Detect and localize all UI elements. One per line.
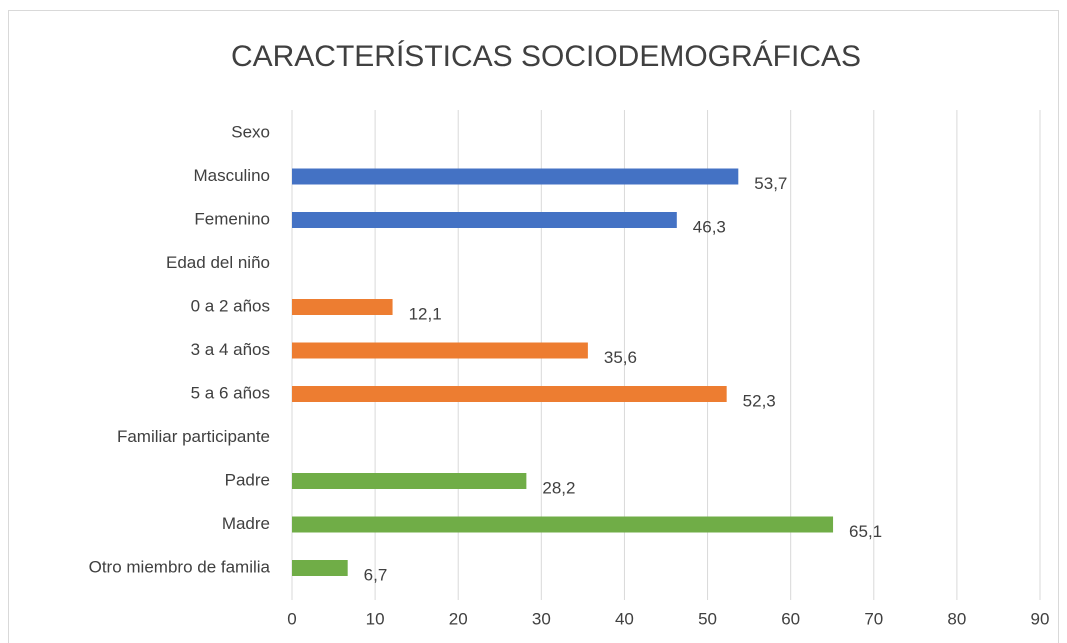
y-tick-label: 0 a 2 años <box>191 296 270 315</box>
bar <box>292 516 834 533</box>
x-tick-label: 60 <box>781 609 800 628</box>
data-label: 12,1 <box>409 304 442 323</box>
bar <box>292 212 677 228</box>
x-tick-label: 30 <box>532 609 551 628</box>
chart-border <box>8 10 1059 643</box>
bar <box>292 560 348 576</box>
data-label: 46,3 <box>693 217 726 236</box>
bar <box>292 299 393 315</box>
x-tick-label: 20 <box>449 609 468 628</box>
data-label: 53,7 <box>754 174 787 193</box>
data-label: 65,1 <box>849 522 882 541</box>
y-tick-label: Familiar participante <box>117 427 270 446</box>
data-label: 35,6 <box>604 348 637 367</box>
y-tick-label: Femenino <box>194 209 270 228</box>
y-tick-label: Padre <box>225 470 270 489</box>
y-tick-label: Masculino <box>193 166 270 185</box>
x-tick-label: 40 <box>615 609 634 628</box>
bar <box>292 386 727 402</box>
bar <box>292 168 739 185</box>
y-tick-label: Otro miembro de familia <box>89 557 271 576</box>
x-tick-label: 80 <box>947 609 966 628</box>
chart-title: CARACTERÍSTICAS SOCIODEMOGRÁFICAS <box>231 40 861 73</box>
y-tick-label: Madre <box>222 514 270 533</box>
x-tick-label: 50 <box>698 609 717 628</box>
x-tick-label: 10 <box>366 609 385 628</box>
y-tick-label: Edad del niño <box>166 253 270 272</box>
bar <box>292 342 588 359</box>
y-tick-label: 3 a 4 años <box>191 340 270 359</box>
y-tick-label: Sexo <box>231 122 270 141</box>
bar <box>292 473 527 489</box>
data-label: 52,3 <box>743 391 776 410</box>
x-tick-label: 0 <box>287 609 296 628</box>
data-label: 28,2 <box>542 478 575 497</box>
y-tick-label: 5 a 6 años <box>191 383 270 402</box>
data-label: 6,7 <box>364 565 388 584</box>
x-tick-label: 70 <box>864 609 883 628</box>
x-tick-label: 90 <box>1031 609 1050 628</box>
